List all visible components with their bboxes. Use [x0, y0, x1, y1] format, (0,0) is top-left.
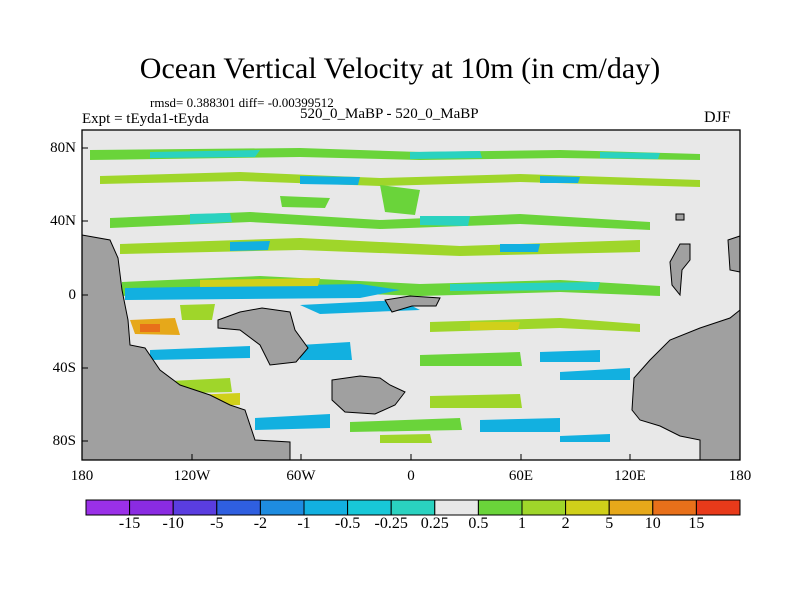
lon-label: 60W	[286, 468, 316, 484]
land-east	[631, 308, 741, 461]
lat-label: 40N	[50, 213, 76, 229]
colorbar-label: 0.25	[420, 515, 449, 532]
field-patch	[420, 216, 470, 226]
colorbar-box	[129, 499, 174, 516]
land-antarctic-island	[331, 375, 406, 415]
field-patch	[190, 213, 232, 224]
field-patch	[380, 434, 432, 443]
land-northeast	[727, 235, 741, 273]
case-label: 520_0_MaBP - 520_0_MaBP	[300, 106, 479, 122]
field-patch	[500, 244, 540, 252]
colorbar-box	[477, 499, 523, 516]
colorbar-label: 10	[644, 515, 661, 532]
field-patch	[560, 434, 610, 442]
colorbar-box	[303, 499, 349, 516]
lon-label: 180	[728, 468, 752, 484]
lat-label: 0	[68, 287, 77, 303]
colorbar-label: 15	[688, 515, 705, 532]
field-patch	[540, 176, 580, 183]
field-patch	[150, 346, 250, 360]
field-patch	[255, 414, 330, 430]
colorbar-box	[259, 499, 305, 516]
colorbar-box	[565, 499, 610, 516]
field-patch	[110, 212, 650, 230]
field-patch	[430, 394, 522, 408]
colorbar-box	[172, 499, 218, 516]
field-patch	[480, 418, 560, 432]
field-patch	[560, 368, 630, 380]
field-patch	[450, 282, 600, 291]
colorbar-box	[652, 499, 697, 516]
colorbar-box	[434, 499, 479, 516]
field-patch	[300, 176, 360, 185]
field-patch	[100, 172, 700, 187]
land-americas-west	[81, 234, 291, 461]
colorbar-label: -0.5	[334, 515, 361, 532]
lat-label: 40S	[52, 360, 76, 376]
field-patch	[300, 342, 352, 360]
colorbar-box	[521, 499, 567, 516]
colorbar-box	[695, 499, 741, 516]
field-patch	[470, 322, 520, 330]
lon-label: 60E	[508, 468, 534, 484]
colorbar-label: -0.25	[374, 515, 408, 532]
axis-ticks	[81, 147, 741, 460]
lat-label: 80N	[50, 140, 76, 156]
lon-label: 120W	[173, 468, 211, 484]
field-patch	[230, 241, 270, 251]
land-africa	[384, 295, 441, 313]
lat-label: 80S	[52, 433, 76, 449]
colorbar-box	[85, 499, 131, 516]
land	[81, 213, 741, 461]
lon-label: 120E	[614, 468, 646, 484]
colorbar-label: 5	[605, 515, 614, 532]
field-patch	[140, 324, 160, 332]
colorbar-box	[390, 499, 436, 516]
colorbar-label: -5	[210, 515, 224, 532]
field-patch	[200, 278, 320, 287]
colorbar-label: -1	[297, 515, 311, 532]
colorbar-box	[347, 499, 392, 516]
field-patch	[280, 196, 330, 208]
colorbar-label: 0.5	[468, 515, 489, 532]
colorbar-label: -15	[118, 515, 141, 532]
stats-line: rmsd= 0.388301 diff= -0.00399512	[150, 95, 334, 110]
experiment-label: Expt = tEyda1-tEyda	[82, 111, 209, 127]
colorbar-label: -2	[253, 515, 268, 532]
colorbar-label: 2	[561, 515, 570, 532]
land-small-island	[675, 213, 685, 221]
colorbar-label: 1	[518, 515, 526, 532]
field-patch	[410, 151, 482, 159]
field-patch	[540, 350, 600, 362]
field-patch	[380, 185, 420, 215]
plot-title: Ocean Vertical Velocity at 10m (in cm/da…	[139, 52, 661, 85]
colorbar-box	[608, 499, 654, 516]
field-patch	[180, 304, 215, 320]
colorbar-label: -10	[162, 515, 184, 532]
land-south-america	[217, 307, 309, 366]
lon-label: 180	[70, 468, 94, 484]
field-patch	[600, 152, 660, 159]
field-patch	[150, 150, 260, 158]
season-label: DJF	[704, 109, 731, 126]
colorbar-box	[216, 499, 261, 516]
lon-label: 0	[407, 468, 415, 484]
field-patch	[420, 352, 522, 366]
field-patch	[125, 284, 400, 300]
field-patch	[350, 418, 462, 432]
colorbar	[85, 499, 741, 516]
land-asia-north	[669, 243, 691, 297]
velocity-field	[90, 148, 700, 443]
